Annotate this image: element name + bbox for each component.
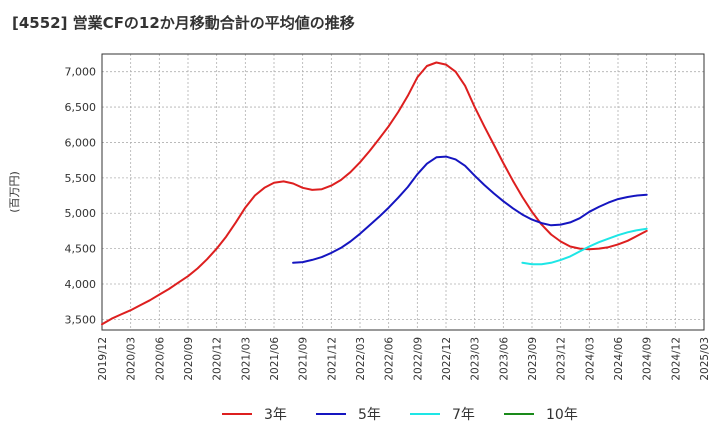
y-tick-label: 4,500 bbox=[65, 243, 97, 256]
x-tick-label: 2023/12 bbox=[556, 337, 568, 381]
chart-title: [4552] 営業CFの12か月移動合計の平均値の推移 bbox=[12, 14, 355, 32]
x-tick-label: 2022/06 bbox=[384, 337, 396, 381]
x-tick-label: 2021/03 bbox=[240, 337, 252, 381]
series-line-3年 bbox=[101, 61, 648, 326]
x-tick-label: 2020/06 bbox=[154, 337, 166, 381]
y-tick-label: 7,000 bbox=[65, 66, 97, 79]
x-tick-label: 2020/09 bbox=[183, 337, 195, 381]
y-tick-label: 6,500 bbox=[65, 101, 97, 114]
x-tick-label: 2021/09 bbox=[298, 337, 310, 381]
x-tick-label: 2023/03 bbox=[470, 337, 482, 381]
x-tick-label: 2022/12 bbox=[441, 337, 453, 381]
y-tick-label: 4,000 bbox=[65, 278, 97, 291]
x-tick-label: 2022/03 bbox=[355, 337, 367, 381]
x-tick-label: 2024/06 bbox=[613, 337, 625, 381]
x-tick-label: 2020/03 bbox=[126, 337, 138, 381]
x-tick-label: 2024/12 bbox=[670, 337, 682, 381]
y-axis-label: (百万円) bbox=[8, 171, 21, 213]
x-tick-label: 2025/03 bbox=[699, 337, 711, 381]
legend-label: 7年 bbox=[452, 407, 475, 423]
plot-frame bbox=[101, 53, 705, 331]
x-tick-label: 2023/09 bbox=[527, 337, 539, 381]
x-tick-label: 2019/12 bbox=[97, 337, 109, 381]
y-tick-label: 5,000 bbox=[65, 207, 97, 220]
legend-label: 10年 bbox=[546, 407, 578, 423]
x-tick-label: 2023/06 bbox=[498, 337, 510, 381]
x-tick-label: 2024/03 bbox=[584, 337, 596, 381]
x-tick-label: 2021/12 bbox=[326, 337, 338, 381]
legend-label: 3年 bbox=[264, 407, 287, 423]
y-tick-label: 5,500 bbox=[65, 172, 97, 185]
series-line-5年 bbox=[292, 155, 648, 264]
series-line-7年 bbox=[521, 227, 648, 266]
legend-label: 5年 bbox=[358, 407, 381, 423]
x-tick-label: 2021/06 bbox=[269, 337, 281, 381]
x-tick-label: 2020/12 bbox=[212, 337, 224, 381]
y-tick-label: 3,500 bbox=[65, 313, 97, 326]
y-tick-label: 6,000 bbox=[65, 136, 97, 149]
x-tick-label: 2022/09 bbox=[412, 337, 424, 381]
x-tick-label: 2024/09 bbox=[642, 337, 654, 381]
